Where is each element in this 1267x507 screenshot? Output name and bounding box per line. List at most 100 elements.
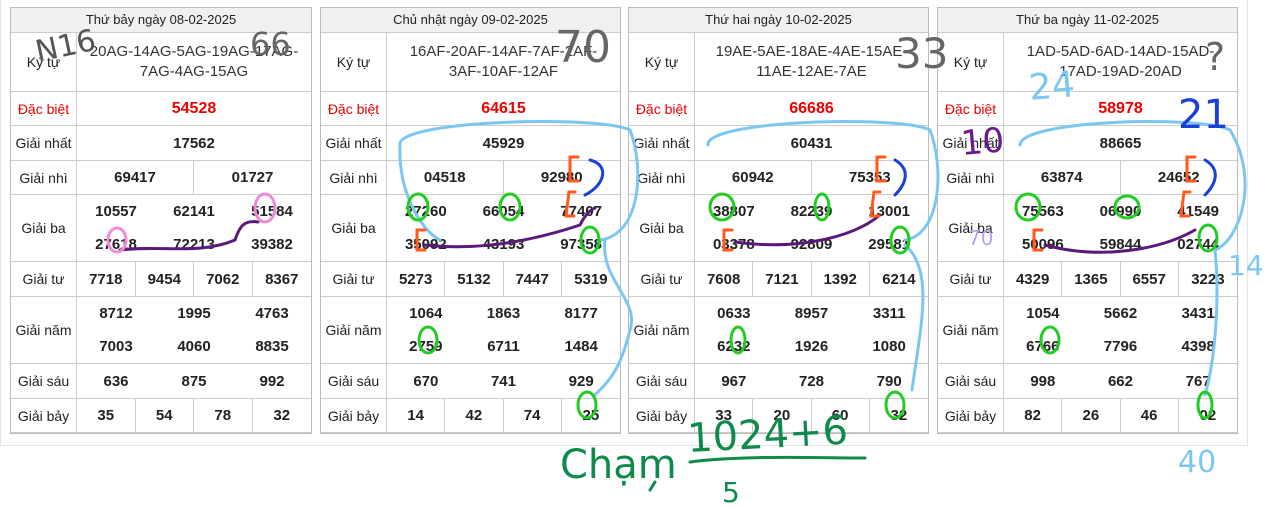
row-values: 4329 1365 6557 3223 bbox=[1004, 262, 1237, 297]
row-label: Giải ba bbox=[321, 195, 387, 262]
prize-number: 60431 bbox=[790, 134, 833, 152]
table-date: Chủ nhật ngày 09-02-2025 bbox=[321, 8, 620, 33]
result-table: Thứ ba ngày 11-02-2025 Ký tự 1AD-5AD-6AD-1… bbox=[937, 7, 1238, 434]
row-values: 636 875 992 bbox=[77, 364, 311, 399]
prize-number: 02744 bbox=[1177, 236, 1220, 253]
row-values: 82 26 46 02 bbox=[1004, 399, 1237, 433]
row-label: Ký tự bbox=[938, 33, 1004, 92]
row-label: Giải tư bbox=[938, 262, 1004, 297]
row-values: 75563 06990 41549 50096 59844 02744 bbox=[1004, 195, 1237, 262]
prize-number: 5662 bbox=[1103, 305, 1138, 322]
codes: 19AE-5AE-18AE-4AE-15AE-11AE-12AE-7AE bbox=[715, 43, 908, 80]
prize-number: 35 bbox=[77, 399, 136, 432]
prize-number: 75353 bbox=[848, 169, 891, 186]
prize-number: 26 bbox=[1062, 399, 1121, 432]
prize-number: 4060 bbox=[177, 338, 211, 355]
row-label: Giải tư bbox=[629, 262, 695, 297]
prize-number: 6766 bbox=[1026, 338, 1060, 355]
prize-number: 38807 bbox=[712, 203, 755, 220]
row-values: 8712 1995 4763 7003 4060 8835 bbox=[77, 297, 311, 364]
row-label: Giải ba bbox=[629, 195, 695, 262]
row-values: 04518 92980 bbox=[387, 161, 620, 195]
prize-number: 27618 bbox=[95, 236, 137, 253]
prize-number: 4398 bbox=[1181, 338, 1215, 355]
row-label: Giải nhất bbox=[629, 126, 695, 161]
prize-number: 3223 bbox=[1191, 270, 1225, 288]
prize-number: 13001 bbox=[868, 203, 911, 220]
row-label: Giải năm bbox=[629, 297, 695, 364]
handwritten-note: 5 bbox=[722, 476, 740, 507]
row-values: 64615 bbox=[387, 92, 620, 126]
codes: 16AF-20AF-14AF-7AF-2AF-3AF-10AF-12AF bbox=[409, 43, 598, 80]
row-label: Giải nhất bbox=[11, 126, 77, 161]
prize-number: 03378 bbox=[712, 236, 755, 253]
row-values: 670 741 929 bbox=[387, 364, 620, 399]
prize-number: 66054 bbox=[482, 203, 525, 220]
prize-number: 1365 bbox=[1062, 262, 1121, 296]
row-values: 88665 bbox=[1004, 126, 1237, 161]
prize-number: 27260 bbox=[404, 203, 447, 220]
row-label: Giải bảy bbox=[938, 399, 1004, 433]
prize-number: 4329 bbox=[1004, 262, 1063, 296]
prize-number: 1080 bbox=[872, 338, 906, 355]
prize-number: 636 bbox=[103, 372, 129, 390]
prize-number: 64615 bbox=[481, 99, 526, 117]
prize-number: 7121 bbox=[753, 262, 812, 296]
row-values: 16AF-20AF-14AF-7AF-2AF-3AF-10AF-12AF bbox=[387, 33, 620, 92]
prize-number: 02 bbox=[1199, 407, 1217, 424]
prize-number: 7447 bbox=[504, 262, 562, 296]
row-label: Giải nhất bbox=[321, 126, 387, 161]
prize-number: 1484 bbox=[564, 338, 598, 355]
result-table: Chủ nhật ngày 09-02-2025 Ký tự 16AF-20AF-1… bbox=[320, 7, 621, 434]
prize-number: 6232 bbox=[717, 338, 751, 355]
row-values: 33 20 60 32 bbox=[695, 399, 928, 433]
row-values: 38807 82239 13001 03378 92809 29581 bbox=[695, 195, 928, 262]
prize-number: 82 bbox=[1004, 399, 1063, 432]
codes: 20AG-14AG-5AG-19AG-17AG-7AG-4AG-15AG bbox=[89, 43, 299, 80]
prize-number: 992 bbox=[259, 372, 285, 390]
row-values: 63874 24652 bbox=[1004, 161, 1237, 195]
prize-number: 82239 bbox=[790, 203, 833, 220]
prize-number: 54528 bbox=[171, 99, 217, 117]
row-label: Ký tự bbox=[11, 33, 77, 92]
prize-number: 69417 bbox=[77, 161, 194, 194]
row-label: Giải ba bbox=[11, 195, 77, 262]
row-values: 1AD-5AD-6AD-14AD-15AD-17AD-19AD-20AD bbox=[1004, 33, 1237, 92]
prize-number: 29581 bbox=[868, 236, 911, 253]
prize-number: 5273 bbox=[387, 262, 446, 296]
row-values: 20AG-14AG-5AG-19AG-17AG-7AG-4AG-15AG bbox=[77, 33, 311, 92]
row-values: 58978 bbox=[1004, 92, 1237, 126]
row-values: 967 728 790 bbox=[695, 364, 928, 399]
prize-number: 3311 bbox=[872, 305, 906, 322]
prize-number: 7796 bbox=[1103, 338, 1138, 355]
prize-number: 72213 bbox=[173, 236, 215, 253]
row-label: Giải nhì bbox=[321, 161, 387, 195]
prize-number: 14 bbox=[387, 399, 446, 432]
row-label: Giải sáu bbox=[938, 364, 1004, 399]
prize-number: 7608 bbox=[695, 262, 754, 296]
prize-number: 92980 bbox=[540, 169, 583, 186]
prize-number: 41549 bbox=[1177, 203, 1220, 220]
row-values: 27260 66054 77407 35092 43193 97358 bbox=[387, 195, 620, 262]
row-values: 60942 75353 bbox=[695, 161, 928, 195]
result-table: Thứ bảy ngày 08-02-2025 Ký tự 20AG-14AG-5A… bbox=[10, 7, 312, 434]
row-values: 998 662 767 bbox=[1004, 364, 1237, 399]
row-label: Giải nhì bbox=[11, 161, 77, 195]
prize-number: 75563 bbox=[1021, 203, 1064, 220]
prize-number: 43193 bbox=[482, 236, 525, 253]
prize-number: 670 bbox=[413, 372, 439, 390]
result-table: Thứ hai ngày 10-02-2025 Ký tự 19AE-5AE-18A… bbox=[628, 7, 929, 434]
prize-number: 35092 bbox=[404, 236, 447, 253]
prize-number: 51584 bbox=[251, 203, 293, 220]
row-label: Giải bảy bbox=[629, 399, 695, 433]
prize-number: 59844 bbox=[1099, 236, 1142, 253]
prize-number: 45929 bbox=[482, 134, 525, 152]
row-values: 45929 bbox=[387, 126, 620, 161]
prize-number: 2759 bbox=[409, 338, 443, 355]
prize-number: 97358 bbox=[560, 236, 603, 253]
row-label: Giải tư bbox=[321, 262, 387, 297]
row-label: Đặc biệt bbox=[938, 92, 1004, 126]
codes: 1AD-5AD-6AD-14AD-15AD-17AD-19AD-20AD bbox=[1026, 43, 1215, 80]
row-values: 54528 bbox=[77, 92, 311, 126]
table-date: Thứ hai ngày 10-02-2025 bbox=[629, 8, 928, 33]
